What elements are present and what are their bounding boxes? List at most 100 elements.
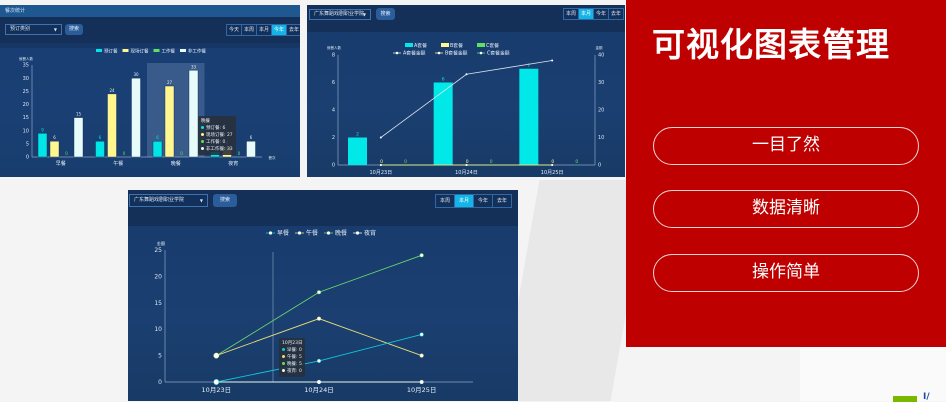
legend-swatch (477, 43, 485, 47)
legend-label: 预订餐 (104, 48, 118, 55)
tooltip-row: 预订餐: 6 (201, 125, 233, 132)
data-label: 33 (191, 64, 197, 69)
y-tick-label: 20 (598, 108, 604, 114)
range-option[interactable]: 去年 (492, 195, 511, 207)
legend-swatch (96, 49, 102, 52)
line-point (213, 352, 220, 359)
data-label: 2 (356, 132, 359, 138)
y-tick-label: 8 (332, 53, 335, 59)
line-point (213, 379, 220, 385)
tooltip-row: 现场订餐: 27 (201, 132, 233, 139)
y-tick-label: 6 (332, 80, 335, 86)
range-selector: 今天 本周 本月 今年 去年 (226, 24, 300, 36)
data-label: 0 (123, 151, 126, 156)
legend-marker (395, 51, 399, 55)
feature-pill-overview: 一目了然 (653, 127, 919, 165)
range-option[interactable]: 本周 (241, 25, 256, 35)
package-stats-dashboard: 广东舞蹈戏剧职业学院 ▼ 搜索 本周 本月 今年 去年 0 2 4 6 8 就餐人数 0 10 20 30… (307, 5, 625, 177)
y-tick-label: 20 (154, 273, 162, 280)
y-tick-label: 25 (154, 247, 162, 254)
legend-swatch (441, 43, 449, 47)
tooltip-row: 早餐: 0 (282, 347, 302, 354)
search-button[interactable]: 搜索 (376, 8, 395, 20)
legend-label: 夜宵 (364, 229, 376, 237)
data-label: 0 (65, 151, 68, 156)
bar (131, 77, 141, 158)
data-label: 7 (527, 63, 530, 69)
y-tick-label: 5 (26, 142, 29, 148)
category-select[interactable]: 预订类别 ▼ (5, 24, 62, 35)
bar (246, 141, 256, 158)
data-label: 0 (490, 159, 493, 165)
y-tick-label: 4 (332, 108, 335, 114)
logo-letter: I/ (923, 392, 930, 402)
search-button[interactable]: 搜索 (65, 24, 83, 35)
x-tick-label: 夜宵 (228, 160, 238, 167)
x-tick-label: 10月25日 (541, 170, 564, 176)
data-label: 0 (575, 159, 578, 165)
legend-label: C套餐金额 (487, 50, 510, 57)
range-selector: 本周 本月 今年 去年 (563, 8, 624, 20)
range-option[interactable]: 本周 (565, 11, 576, 17)
tooltip-row: 非工作餐: 33 (201, 146, 233, 153)
bar (348, 137, 367, 165)
x-tick-label: 早餐 (56, 160, 66, 167)
legend-label: B套餐 (450, 42, 463, 49)
legend-label: 早餐 (277, 229, 289, 237)
tooltip-row: 晚餐: 5 (282, 361, 302, 368)
select-value: 预订类别 (10, 26, 31, 32)
legend-marker (437, 51, 441, 55)
meal-stats-dashboard: 餐次统计 预订类别 ▼ 搜索 今天 本周 本月 今年 去年 0 5 10 15 20 25 30 35 就… (0, 5, 300, 177)
data-label: 27 (167, 80, 173, 85)
range-option[interactable]: 去年 (608, 9, 623, 19)
feature-title: 可视化图表管理 (652, 25, 890, 64)
bar (95, 141, 105, 158)
range-option[interactable]: 去年 (286, 25, 300, 35)
bar (519, 68, 539, 165)
line-point (316, 379, 322, 385)
data-label: 6 (156, 135, 159, 140)
tooltip-title: 10月23日 (282, 341, 303, 346)
range-option[interactable]: 今年 (271, 25, 286, 35)
search-button[interactable]: 搜索 (213, 194, 237, 207)
feature-panel: 可视化图表管理 一目了然 数据清晰 操作简单 (626, 0, 946, 347)
series-dot-icon (201, 126, 204, 129)
range-option[interactable]: 今年 (473, 195, 492, 207)
data-label: 0 (380, 159, 383, 165)
line-point (316, 316, 322, 321)
x-tick-label: 10月23日 (369, 170, 392, 176)
data-label: 30 (133, 72, 139, 77)
range-option[interactable]: 今天 (228, 27, 239, 33)
legend-label: A套餐金额 (403, 50, 426, 57)
y-axis-title: 就餐人数 (19, 56, 33, 61)
feature-pill-easy-operation: 操作简单 (653, 254, 919, 292)
school-select[interactable]: 广东舞蹈戏剧职业学院 ▼ (309, 9, 371, 20)
series-dot-icon (201, 140, 204, 143)
y-tick-label: 5 (158, 353, 162, 360)
legend-swatch (405, 43, 413, 47)
school-select[interactable]: 广东舞蹈戏剧职业学院 ▼ (129, 194, 208, 207)
legend-label: 晚餐 (335, 229, 347, 237)
range-option[interactable]: 本月 (454, 195, 473, 207)
feature-pill-clear-data: 数据清晰 (653, 190, 919, 228)
range-option[interactable]: 本周 (439, 198, 450, 204)
data-label: 9 (41, 127, 44, 132)
y-tick-label: 0 (332, 163, 335, 169)
y-tick-label: 25 (23, 89, 29, 95)
range-option[interactable]: 今年 (593, 9, 608, 19)
y-axis-title: 金额 (596, 45, 604, 50)
legend-marker (268, 231, 273, 235)
range-option[interactable]: 本月 (256, 25, 271, 35)
bar (37, 133, 48, 158)
series-dot-icon (282, 369, 285, 372)
legend-label: 现场订餐 (131, 48, 149, 55)
caret-down-icon: ▼ (53, 27, 57, 32)
caret-down-icon: ▼ (199, 198, 203, 203)
range-option[interactable]: 本月 (578, 9, 593, 19)
bar (188, 70, 199, 158)
series-dot-icon (201, 133, 204, 136)
legend-marker (479, 51, 483, 55)
x-tick-label: 10月23日 (202, 386, 232, 394)
